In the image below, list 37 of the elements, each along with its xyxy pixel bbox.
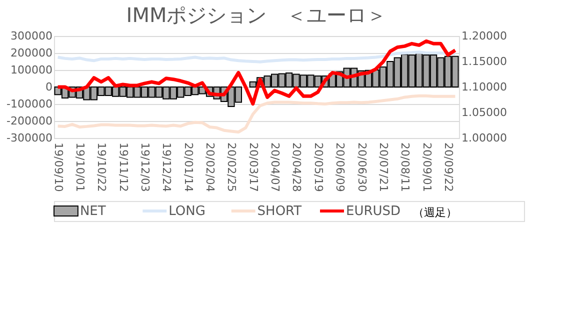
legend-label: SHORT xyxy=(257,204,302,219)
y-tick-label: -300000 xyxy=(6,132,52,144)
x-tick-label: 19/10/22 xyxy=(95,142,108,192)
x-tick-label: 19/10/01 xyxy=(73,142,86,192)
y-tick-label: -100000 xyxy=(6,98,52,110)
y2-tick-label: 1.05000 xyxy=(462,106,507,119)
x-tick-label: 20/02/04 xyxy=(204,142,217,192)
x-tick-label: 20/09/01 xyxy=(420,142,434,192)
text: （週足） xyxy=(413,206,458,219)
x-tick-label: 20/06/30 xyxy=(355,142,368,192)
x-tick-label: 19/12/03 xyxy=(138,142,152,192)
y2-tick-label: 1.20000 xyxy=(462,30,507,42)
x-tick-label: 19/11/12 xyxy=(116,142,130,192)
y2-tick-label: 1.15000 xyxy=(462,55,507,68)
x-tick-label: 20/08/11 xyxy=(398,142,412,192)
x-tick-label: 20/03/17 xyxy=(246,142,260,192)
y-tick-label: 200000 xyxy=(10,46,52,60)
chart-title: IMMポジション ＜ユーロ＞ xyxy=(126,3,387,27)
x-tick-label: 20/01/14 xyxy=(182,142,195,192)
x-tick-label: 20/04/07 xyxy=(268,142,282,192)
x-tick-label: 20/07/21 xyxy=(376,142,390,192)
legend-label: LONG xyxy=(168,204,206,219)
y-tick-label: 300000 xyxy=(10,30,52,42)
x-tick-label: 20/04/28 xyxy=(290,142,304,192)
x-tick-label: 19/09/10 xyxy=(52,142,65,192)
legend-label: EURUSD xyxy=(346,204,401,219)
y2-tick-label: 1.10000 xyxy=(462,80,507,94)
x-tick-label: 20/02/25 xyxy=(225,142,238,192)
x-tick-label: 20/06/09 xyxy=(334,142,347,192)
y-tick-label: 100000 xyxy=(10,64,52,76)
y2-tick-label: 1.00000 xyxy=(462,132,507,144)
x-tick-label: 20/09/22 xyxy=(442,142,455,192)
x-tick-label: 19/12/24 xyxy=(160,142,174,192)
legend-label: NET xyxy=(80,204,106,219)
y-tick-label: -200000 xyxy=(6,114,52,128)
y-tick-label: 0 xyxy=(46,80,52,94)
x-tick-label: 20/05/19 xyxy=(312,142,325,192)
